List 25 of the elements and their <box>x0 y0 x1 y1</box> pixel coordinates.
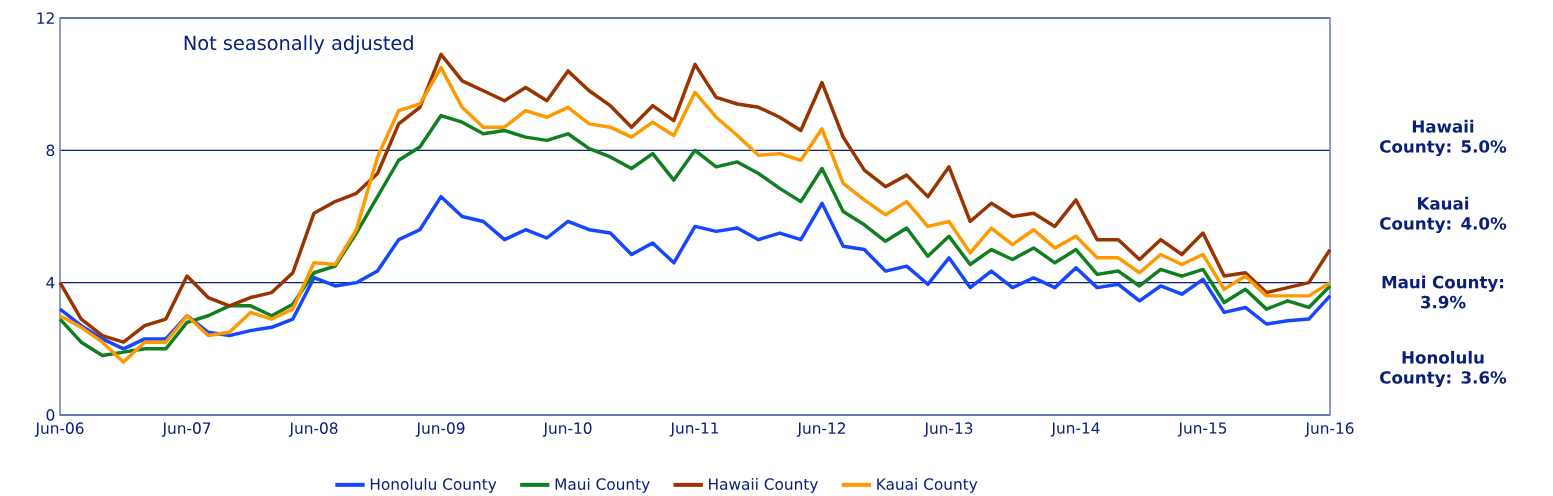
y-tick-label: 4 <box>46 277 55 289</box>
x-tick-label: Jun-06 <box>34 422 84 437</box>
x-tick-label: Jun-10 <box>542 422 592 437</box>
x-tick-label: Jun-07 <box>161 422 211 437</box>
x-tick-label: Jun-15 <box>1177 422 1227 437</box>
y-tick-label: 12 <box>37 12 54 24</box>
legend-label: Maui County <box>555 478 650 493</box>
y-tick-label: 0 <box>46 409 55 421</box>
x-tick-label: Jun-12 <box>796 422 845 437</box>
y-tick-label: 8 <box>46 144 55 157</box>
text: Honolulu County: 3.6% <box>1380 350 1507 388</box>
x-tick-label: Jun-13 <box>923 422 973 437</box>
x-tick-label: Jun-14 <box>1050 422 1100 437</box>
legend-label: Honolulu County <box>370 478 497 493</box>
legend-label: Kauai County <box>877 478 978 493</box>
x-tick-label: Jun-16 <box>1304 422 1354 437</box>
text: Not seasonally adjusted <box>184 35 413 54</box>
text: Hawaii County: 5.0% <box>1380 119 1507 157</box>
text: Maui County: 3.9% <box>1382 275 1504 309</box>
text: Kauai County: 4.0% <box>1380 196 1507 234</box>
legend-label: Hawaii County <box>709 478 818 493</box>
x-tick-label: Jun-09 <box>415 422 465 437</box>
x-tick-label: Jun-08 <box>288 422 338 437</box>
line-series <box>58 194 1332 351</box>
x-tick-label: Jun-11 <box>669 422 719 437</box>
